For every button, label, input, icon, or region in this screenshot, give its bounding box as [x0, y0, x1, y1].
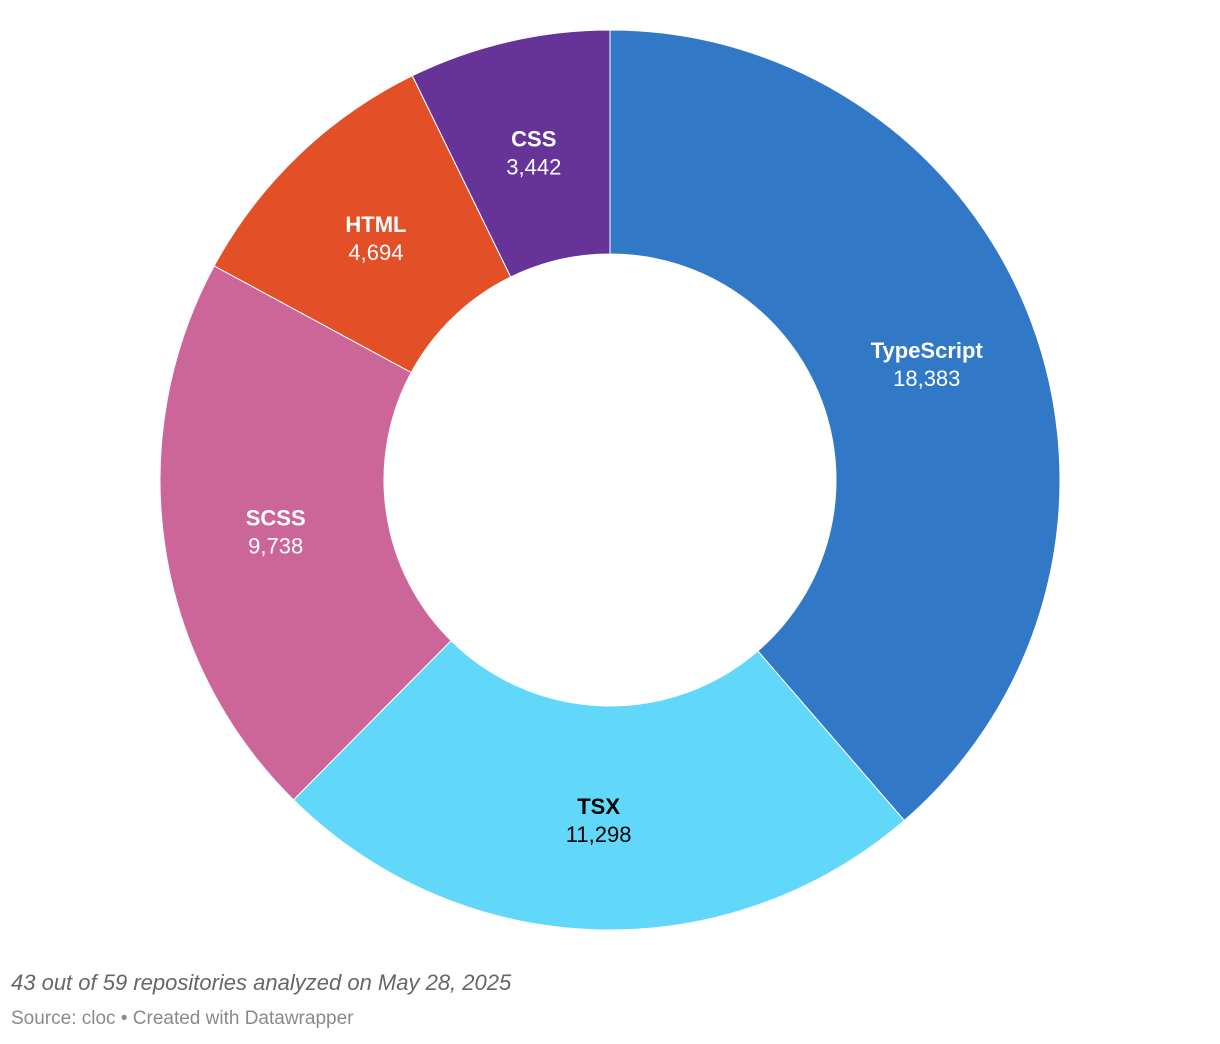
slice-tsx[interactable]	[292, 639, 905, 931]
labels-group: TypeScript 18,383 TSX 11,298 SCSS 9,738 HTML 4,…	[246, 127, 984, 847]
footer-separator: •	[115, 1008, 133, 1029]
slice-css[interactable]	[411, 29, 611, 278]
credit-text: Created with Datawrapper	[132, 1008, 354, 1029]
slice-typescript[interactable]	[609, 29, 1061, 822]
slice-value-css: 3,442	[506, 155, 561, 180]
slice-label-html: HTML	[345, 212, 406, 237]
slice-scss[interactable]	[159, 265, 452, 801]
analysis-note: 43 out of 59 repositories analyzed on Ma…	[11, 970, 512, 995]
chart-notes: 43 out of 59 repositories analyzed on Ma…	[11, 968, 1201, 1032]
slice-value-html: 4,694	[348, 240, 403, 265]
slice-label-tsx: TSX	[577, 794, 620, 819]
slice-label-typescript: TypeScript	[871, 338, 984, 363]
donut-chart: TypeScript 18,383 TSX 11,298 SCSS 9,738 HTML 4,…	[159, 29, 1061, 931]
chart-footer: Source: cloc • Created with Datawrapper	[11, 1006, 1201, 1032]
slices-group	[159, 29, 1061, 931]
slice-value-typescript: 18,383	[893, 366, 960, 391]
slice-label-css: CSS	[511, 127, 556, 152]
slice-value-scss: 9,738	[248, 534, 303, 559]
slice-value-tsx: 11,298	[566, 822, 632, 847]
source-text: Source: cloc	[11, 1008, 116, 1029]
slice-label-scss: SCSS	[246, 506, 306, 531]
